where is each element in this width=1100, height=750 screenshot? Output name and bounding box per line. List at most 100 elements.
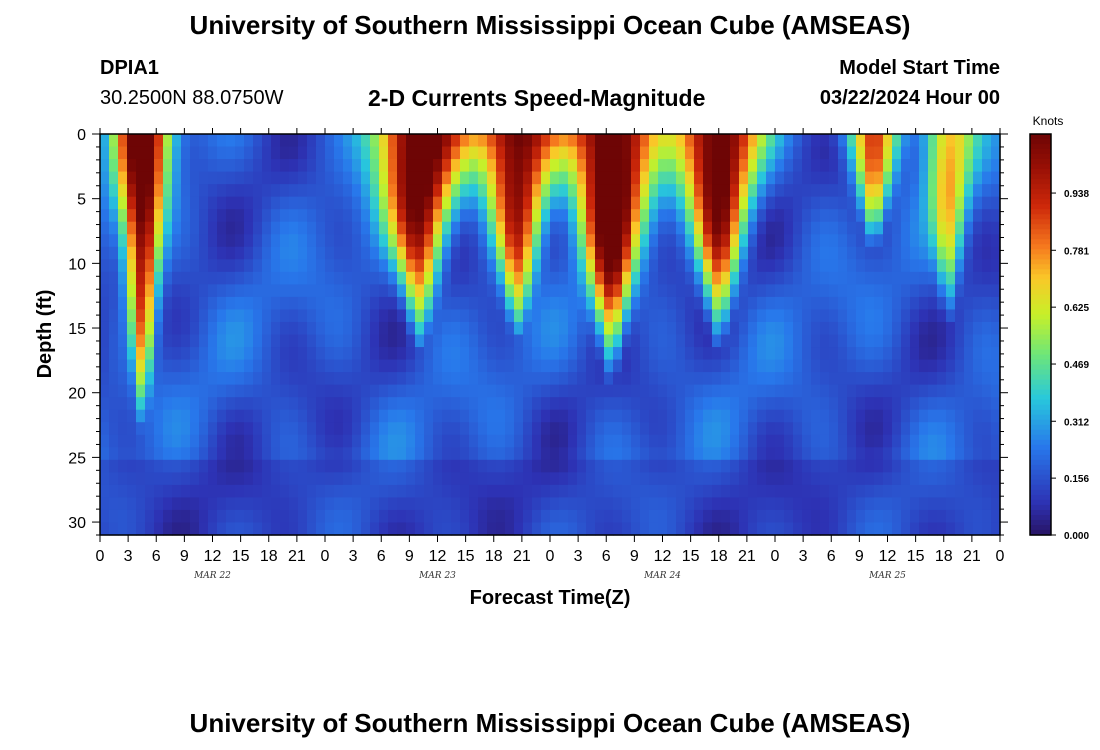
heatmap-cell (451, 184, 461, 198)
heatmap-cell (262, 459, 272, 473)
heatmap-cell (460, 497, 470, 511)
heatmap-cell (856, 159, 866, 173)
heatmap-cell (838, 184, 848, 198)
heatmap-cell (604, 372, 614, 386)
heatmap-cell (352, 196, 362, 210)
heatmap-cell (253, 422, 263, 436)
heatmap-cell (199, 409, 209, 423)
heatmap-cell (118, 472, 128, 486)
heatmap-cell (181, 522, 191, 536)
heatmap-cell (181, 472, 191, 486)
heatmap-cell (838, 459, 848, 473)
heatmap-cell (289, 284, 299, 298)
heatmap-cell (190, 246, 200, 260)
heatmap-cell (361, 134, 371, 148)
heatmap-cell (334, 372, 344, 386)
heatmap-cell (325, 221, 335, 235)
heatmap-cell (793, 347, 803, 361)
heatmap-cell (523, 334, 533, 348)
heatmap-cell (118, 321, 128, 336)
heatmap-cell (973, 422, 983, 436)
heatmap-cell (568, 422, 578, 436)
heatmap-cell (748, 347, 758, 361)
heatmap-cell (604, 159, 614, 173)
heatmap-cell (307, 309, 317, 323)
heatmap-cell (289, 221, 299, 235)
heatmap-cell (622, 347, 632, 361)
heatmap-cell (559, 497, 569, 511)
heatmap-cell (937, 196, 947, 210)
heatmap-cell (343, 472, 353, 486)
heatmap-cell (856, 459, 866, 473)
heatmap-cell (901, 409, 911, 423)
heatmap-cell (478, 321, 488, 336)
heatmap-cell (766, 209, 776, 223)
heatmap-cell (802, 484, 812, 499)
heatmap-cell (163, 472, 173, 486)
heatmap-cell (919, 196, 929, 210)
heatmap-cell (217, 384, 227, 398)
heatmap-cell (127, 159, 137, 173)
heatmap-cell (640, 459, 650, 473)
heatmap-cell (847, 321, 857, 336)
heatmap-cell (199, 359, 209, 373)
heatmap-cell (343, 196, 353, 210)
heatmap-cell (136, 259, 146, 273)
heatmap-cell (208, 422, 218, 436)
heatmap-cell (181, 146, 191, 160)
heatmap-cell (784, 271, 794, 285)
heatmap-cell (595, 484, 605, 499)
heatmap-cell (622, 271, 632, 285)
heatmap-cell (784, 472, 794, 486)
heatmap-cell (775, 234, 785, 248)
heatmap-cell (613, 409, 623, 423)
heatmap-cell (964, 384, 974, 398)
heatmap-cell (145, 259, 155, 273)
heatmap-cell (649, 271, 659, 285)
heatmap-cell (901, 459, 911, 473)
heatmap-cell (658, 359, 668, 373)
heatmap-cell (235, 447, 245, 461)
heatmap-cell (793, 159, 803, 173)
heatmap-cell (892, 221, 902, 235)
heatmap-cell (748, 459, 758, 473)
heatmap-cell (262, 246, 272, 260)
heatmap-cell (640, 484, 650, 499)
x-axis: 0 3 6 9 12 15 18 21 0 3 6 9 12 15 18 21 0 3 6 9 12 15 18 21 0 3 6 9… (96, 128, 1005, 581)
heatmap-cell (946, 259, 956, 273)
heatmap-cell (208, 409, 218, 423)
heatmap-cell (658, 184, 668, 198)
heatmap-cell (433, 522, 443, 536)
heatmap-cell (640, 409, 650, 423)
heatmap-cell (253, 271, 263, 285)
heatmap-cell (478, 472, 488, 486)
heatmap-cell (703, 246, 713, 260)
heatmap-cell (235, 484, 245, 499)
heatmap-cell (433, 271, 443, 285)
heatmap-cell (361, 347, 371, 361)
heatmap-cell (253, 171, 263, 185)
heatmap-cell (541, 359, 551, 373)
heatmap-cell (802, 372, 812, 386)
heatmap-cell (550, 497, 560, 511)
colorbar-segment (1030, 349, 1051, 356)
heatmap-cell (406, 484, 416, 499)
heatmap-cell (892, 522, 902, 536)
heatmap-cell (586, 359, 596, 373)
heatmap-cell (874, 497, 884, 511)
heatmap-cell (595, 434, 605, 448)
colorbar-segment (1030, 444, 1051, 451)
heatmap-cell (487, 422, 497, 436)
heatmap-cell (928, 171, 938, 185)
heatmap-cell (847, 459, 857, 473)
heatmap-cell (631, 497, 641, 511)
heatmap-cell (640, 271, 650, 285)
heatmap-cell (712, 334, 722, 348)
heatmap-cell (289, 497, 299, 511)
heatmap-cell (622, 234, 632, 248)
heatmap-cell (397, 384, 407, 398)
colorbar-segment (1030, 289, 1051, 295)
heatmap-cell (685, 146, 695, 160)
heatmap-cell (244, 146, 254, 160)
heatmap-cell (883, 321, 893, 336)
